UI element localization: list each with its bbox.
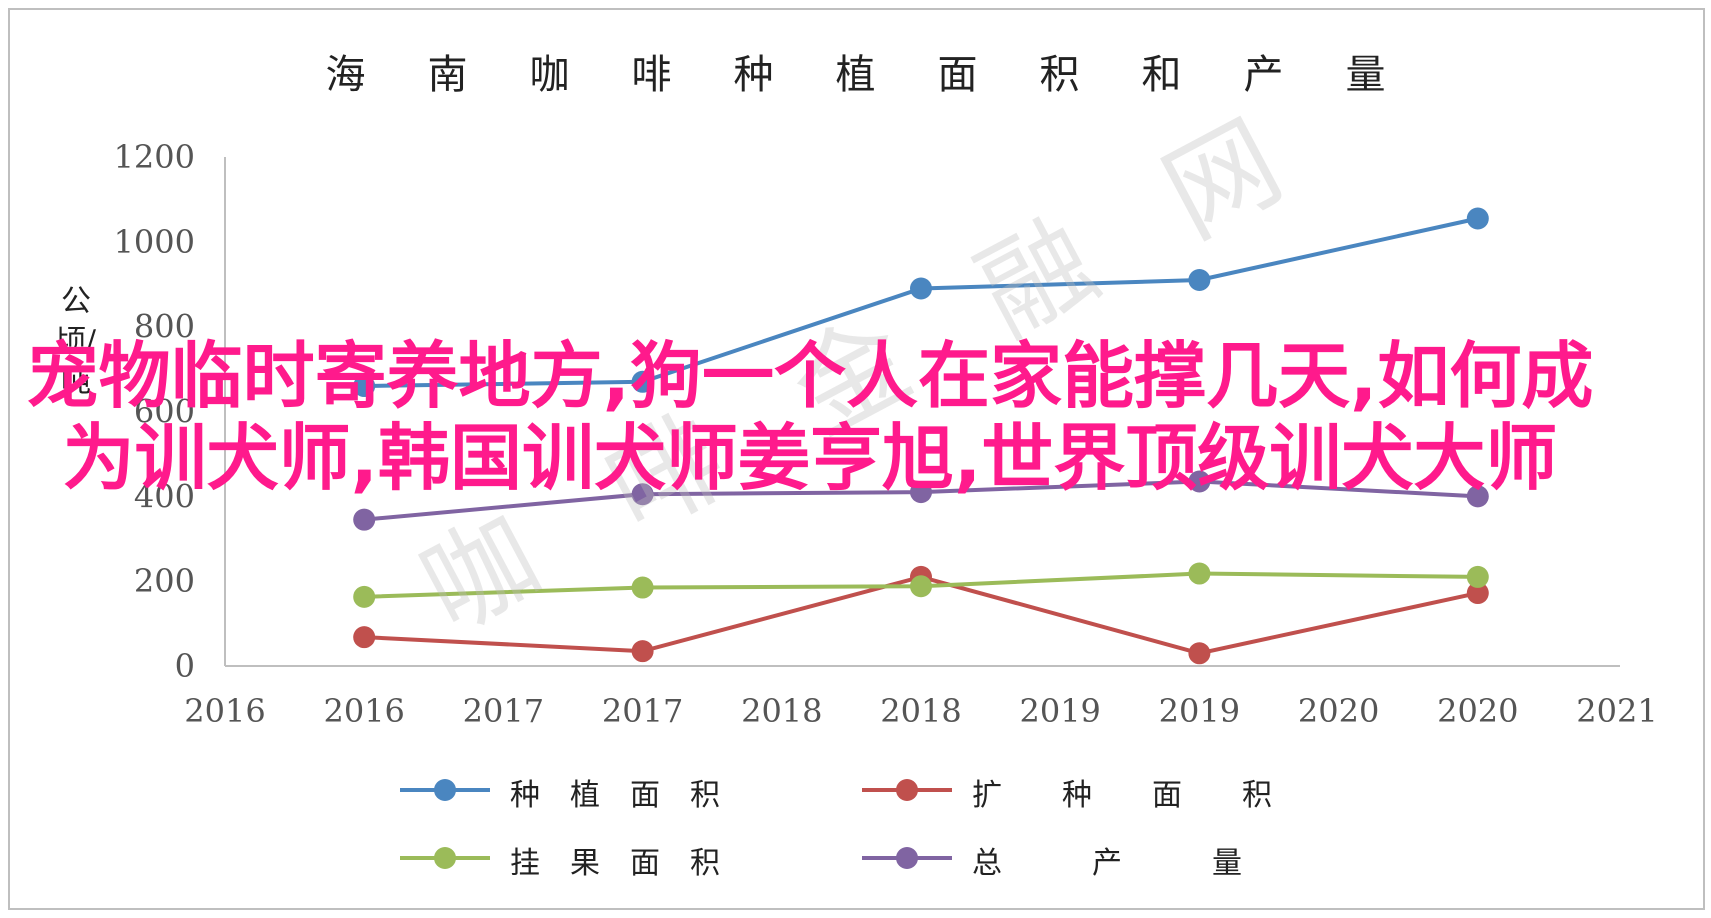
x-tick-label: 2021 <box>1576 692 1657 730</box>
x-tick-label: 2018 <box>880 692 961 730</box>
data-point <box>1466 485 1489 508</box>
data-point <box>353 585 376 608</box>
legend-marker <box>896 847 918 869</box>
data-point <box>353 375 376 398</box>
overlay-caption: 宠物临时寄养地方,狗一个人在家能撑几天,如何成为训犬师,韩国训犬师姜亨旭,世界顶… <box>26 334 1594 500</box>
chart-title: 海南咖啡种植面积和产量 <box>325 52 1448 98</box>
data-point <box>1466 565 1489 588</box>
data-point <box>353 626 376 649</box>
legend-marker <box>434 847 456 869</box>
legend-label: 挂 果 面 积 <box>510 846 720 881</box>
chart-frame <box>8 8 1705 910</box>
x-tick-label: 2016 <box>184 692 265 730</box>
data-point <box>631 576 654 599</box>
legend-item-planting-area: 种 植 面 积 <box>400 770 820 813</box>
data-point <box>910 575 932 598</box>
legend-label: 扩 种 面 积 <box>972 778 1272 813</box>
data-point <box>1188 562 1211 585</box>
y-axis-label: 公顷/吨 <box>55 284 97 399</box>
data-point <box>353 508 376 531</box>
x-tick-label: 2018 <box>741 692 822 730</box>
x-tick-label: 2017 <box>463 692 544 730</box>
x-tick-label: 2017 <box>602 692 683 730</box>
data-point <box>1466 207 1489 230</box>
legend-item-expanded-area: 扩 种 面 积 <box>862 770 1292 813</box>
data-point <box>1188 470 1211 493</box>
x-tick-label: 2019 <box>1019 692 1100 730</box>
y-tick-label: 1000 <box>114 223 195 261</box>
y-tick-label: 0 <box>175 647 195 685</box>
x-tick-label: 2020 <box>1298 692 1379 730</box>
legend-item-total-output: 总 产 量 <box>862 838 1292 881</box>
y-tick-label: 800 <box>134 308 195 346</box>
data-point <box>631 640 654 663</box>
x-tick-label: 2016 <box>323 692 404 730</box>
chart-legend: 种 植 面 积 扩 种 面 积 挂 果 面 积 总 产 量 <box>400 770 1300 900</box>
data-point <box>1188 269 1211 292</box>
data-point <box>1466 582 1489 605</box>
data-point <box>910 481 932 504</box>
x-tick-label: 2019 <box>1159 692 1240 730</box>
legend-label: 种 植 面 积 <box>510 778 720 813</box>
y-tick-label: 400 <box>134 477 195 515</box>
legend-marker <box>434 779 456 801</box>
data-point <box>1188 642 1211 665</box>
legend-marker <box>896 779 918 801</box>
data-point <box>631 483 654 506</box>
y-tick-label: 1200 <box>114 138 195 176</box>
legend-item-fruiting-area: 挂 果 面 积 <box>400 838 820 881</box>
data-point <box>631 370 654 393</box>
x-tick-label: 2020 <box>1437 692 1518 730</box>
data-point <box>910 277 932 300</box>
legend-label: 总 产 量 <box>972 846 1242 881</box>
y-tick-label: 200 <box>134 562 195 600</box>
y-tick-label: 600 <box>134 393 195 431</box>
